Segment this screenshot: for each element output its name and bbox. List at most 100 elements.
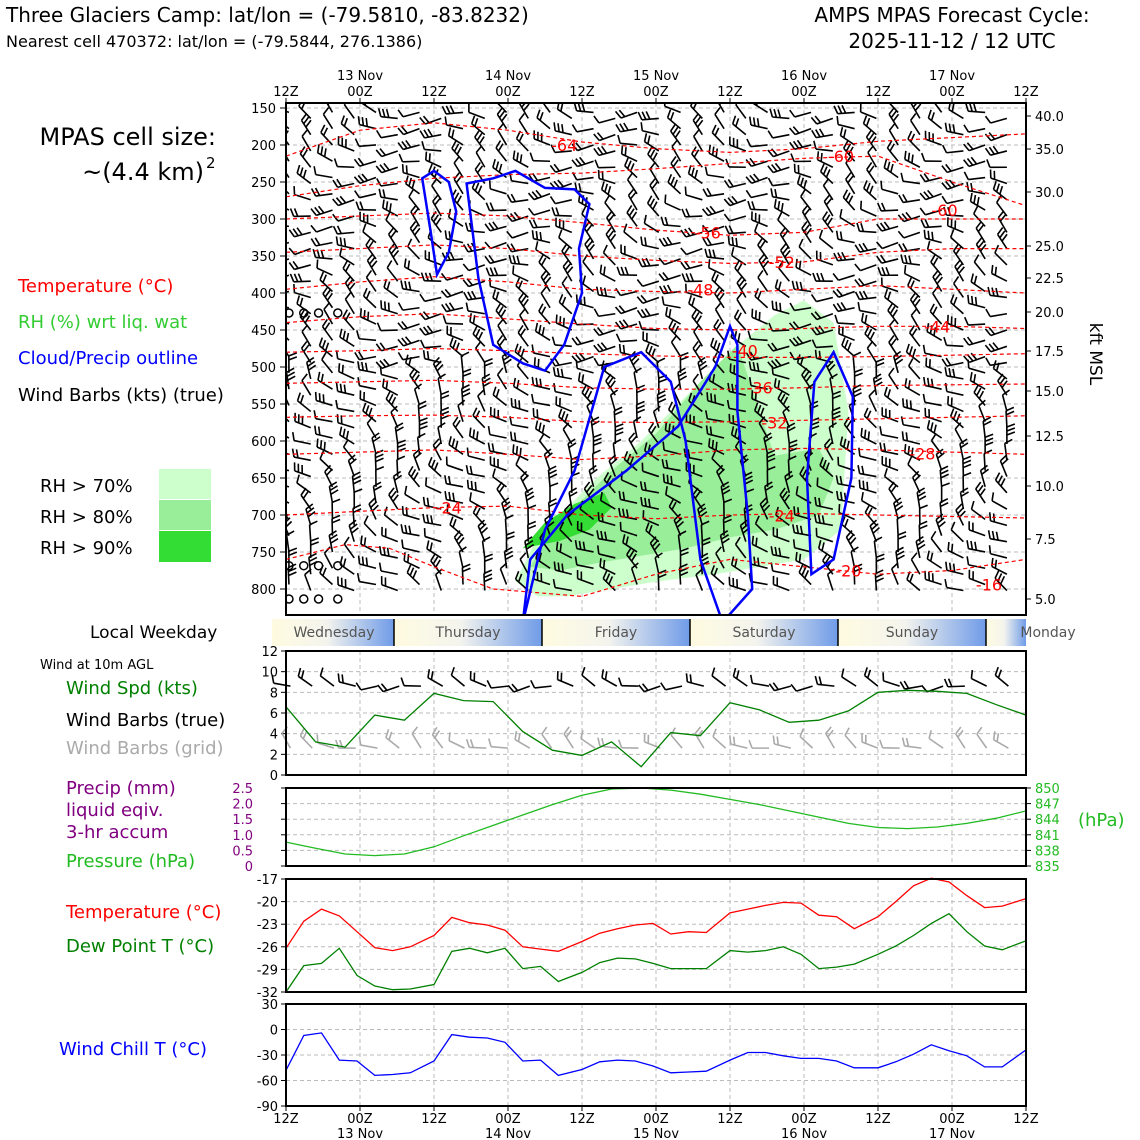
- wind-barb-staff: [602, 252, 616, 266]
- wind-barb-staff: [971, 508, 986, 521]
- wind-barb-flag: [771, 164, 778, 172]
- wind-barb-flag: [300, 103, 306, 110]
- wind-barb-staff: [794, 531, 812, 537]
- wind-barb-flag: [332, 213, 339, 222]
- wind-barb-flag: [437, 373, 446, 380]
- wind-barb-staff: [970, 200, 986, 211]
- wind-barb-flag: [300, 113, 308, 121]
- wind-barb-flag: [360, 535, 363, 545]
- wind-barb-flag: [752, 173, 760, 182]
- wind-barb-flag: [973, 384, 979, 393]
- isotherm: [286, 122, 1026, 157]
- wind-barb-flag: [466, 447, 470, 457]
- wind-barb-staff: [361, 103, 377, 114]
- wind-barb-flag: [613, 406, 623, 412]
- wind-barb-flag: [584, 387, 590, 397]
- wind-barb-staff: [730, 743, 748, 749]
- wind-barb-staff: [860, 264, 877, 272]
- wind-barb-flag: [310, 208, 317, 216]
- wind-barb-staff: [643, 685, 661, 693]
- wind-barb-staff: [950, 236, 964, 250]
- kft-tick-label: 7.5: [1035, 533, 1056, 548]
- wind-barb-flag: [888, 367, 895, 376]
- wind-barb-flag: [727, 197, 735, 205]
- wind-barb-staff: [536, 117, 551, 130]
- wind-barb-flag: [505, 554, 514, 561]
- wind-barb-staff: [904, 158, 921, 168]
- wind-barb-flag: [552, 579, 556, 588]
- wind-barb-flag: [277, 499, 281, 507]
- wind-barb-flag: [441, 303, 448, 313]
- wind-barb-staff: [903, 231, 921, 239]
- wind-barb-staff: [299, 153, 312, 168]
- wind-barb-flag: [377, 684, 384, 693]
- wind-barb-flag: [984, 147, 992, 156]
- wind-barb-staff: [323, 308, 334, 325]
- wind-barb-staff: [859, 472, 877, 478]
- wind-barb-staff: [663, 224, 681, 228]
- wind-barb-flag: [648, 524, 653, 534]
- wind-barb-flag: [569, 491, 578, 497]
- wind-barb-flag: [448, 302, 455, 311]
- wind-barb-staff: [448, 216, 464, 228]
- wind-barb-staff: [990, 312, 1008, 318]
- isotherm: [286, 212, 1026, 236]
- panel-ytick-label: 12: [261, 645, 278, 660]
- wind-barb-flag: [920, 219, 926, 228]
- wind-barb-flag: [324, 289, 331, 298]
- wind-barb-flag: [890, 338, 897, 347]
- wind-barb-flag: [886, 140, 893, 149]
- wind-barb-flag: [518, 400, 521, 409]
- wind-barb-flag: [380, 300, 383, 309]
- wind-barb-flag: [509, 431, 513, 441]
- legend-cloud: Cloud/Precip outline: [18, 348, 198, 369]
- wind-barb-flag: [801, 469, 808, 478]
- wind-barb-staff: [453, 162, 464, 178]
- wind-barb-flag: [488, 254, 495, 263]
- wind-barb-flag: [597, 737, 601, 747]
- wind-barb-flag: [740, 282, 748, 291]
- wind-barb-staff: [317, 152, 333, 162]
- wind-barb-flag: [629, 191, 637, 200]
- precip-tick-label: 2.0: [232, 798, 253, 813]
- wind-barb-flag: [978, 390, 985, 399]
- wind-barb-flag: [880, 180, 883, 190]
- wind-barb-flag: [744, 504, 753, 510]
- wind-barb-staff: [939, 502, 943, 520]
- wind-barb-staff: [318, 345, 333, 358]
- isotherm-labels: -64-60-60-56-52-48-44-40-36-32-28-24 -24-…: [436, 136, 1002, 595]
- wind-barb-staff: [935, 454, 943, 471]
- wind-barb-flag: [662, 237, 669, 246]
- wind-barb-flag: [575, 354, 582, 362]
- wind-barb-flag: [622, 319, 630, 328]
- wind-barb-staff: [603, 479, 616, 494]
- wind-barb-staff: [490, 188, 507, 195]
- wind-barb-flag: [649, 198, 656, 207]
- wind-barb-staff: [751, 176, 768, 185]
- pressure-tick-label: 500: [251, 361, 276, 376]
- wind-barb-flag: [678, 375, 688, 381]
- wind-barb-staff: [328, 535, 334, 553]
- wind-barb-flag: [577, 372, 581, 382]
- wind-barb-flag: [363, 309, 366, 319]
- wind-barb-flag: [954, 259, 961, 267]
- wind-barb-staff: [732, 675, 748, 687]
- wind-barb-flag: [487, 738, 492, 747]
- wind-barb-flag: [995, 194, 1002, 203]
- wind-barb-staff: [533, 415, 551, 423]
- wind-barb-flag: [757, 557, 760, 567]
- wind-barb-staff: [424, 535, 442, 543]
- wind-barb-flag: [476, 132, 483, 141]
- wind-barb-flag: [419, 293, 426, 302]
- wind-barb-staff: [711, 675, 727, 687]
- wind-barb-staff: [337, 584, 355, 592]
- wind-barb-flag: [832, 303, 839, 312]
- wind-barb-staff: [816, 296, 834, 303]
- wind-barb-flag: [817, 514, 821, 524]
- wind-barb-staff: [863, 122, 877, 136]
- wind-barb-staff: [750, 580, 768, 586]
- wind-barb-staff: [816, 504, 834, 510]
- wind-barb-staff: [693, 331, 704, 347]
- wind-barb-flag: [999, 376, 1006, 385]
